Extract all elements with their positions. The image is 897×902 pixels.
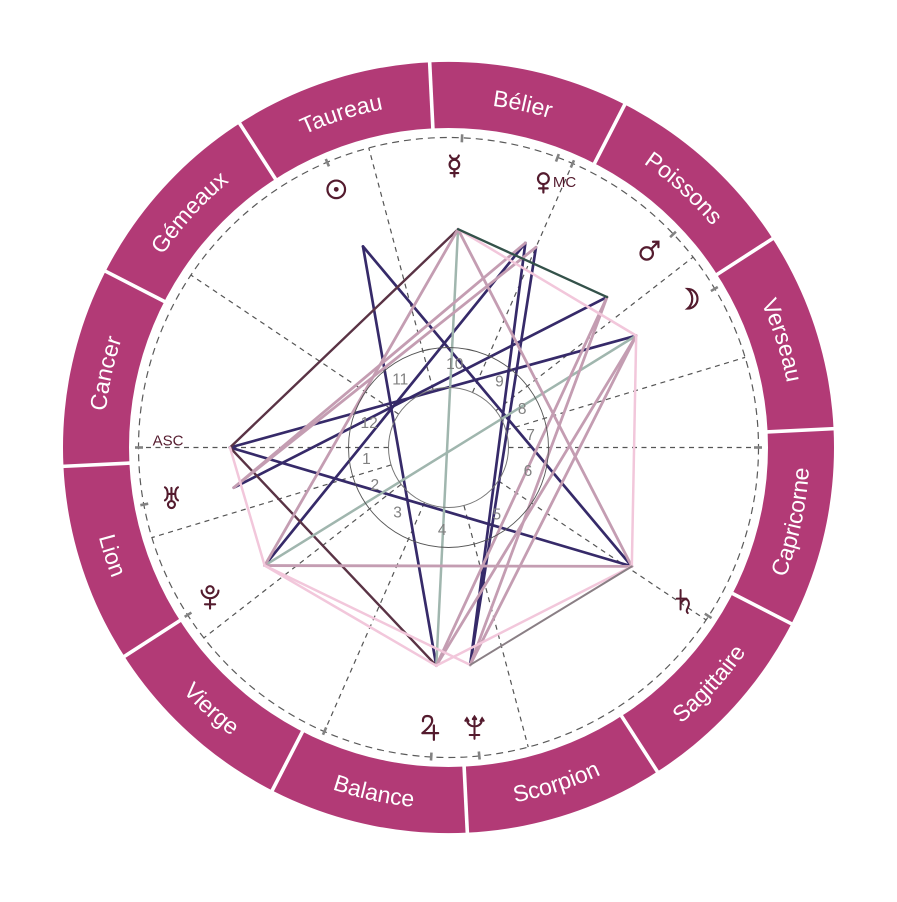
- svg-text:6: 6: [524, 463, 533, 480]
- svg-text:7: 7: [526, 427, 535, 444]
- svg-text:4: 4: [438, 522, 447, 539]
- svg-text:9: 9: [495, 373, 504, 390]
- svg-text:3: 3: [393, 505, 402, 522]
- svg-text:1: 1: [362, 451, 371, 468]
- svg-text:5: 5: [492, 507, 501, 524]
- svg-text:11: 11: [392, 371, 408, 388]
- svg-text:MC: MC: [553, 174, 576, 191]
- svg-text:12: 12: [360, 415, 377, 432]
- svg-text:8: 8: [518, 401, 527, 418]
- svg-text:ASC: ASC: [153, 433, 184, 450]
- svg-text:2: 2: [370, 477, 379, 494]
- svg-text:10: 10: [446, 356, 464, 373]
